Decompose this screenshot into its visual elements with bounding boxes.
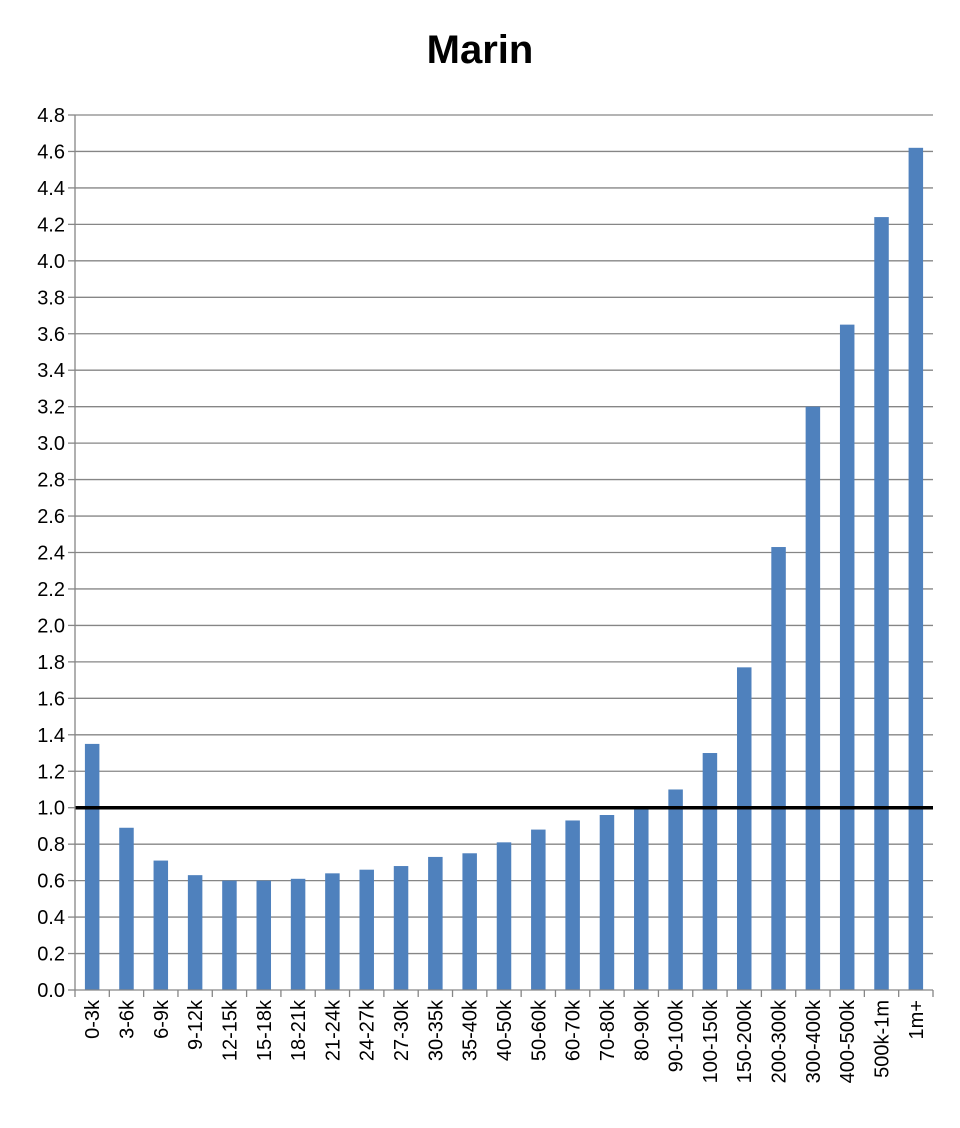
y-tick-label: 3.4 bbox=[37, 360, 65, 382]
bar-80-90k bbox=[634, 809, 649, 990]
bar-24-27k bbox=[359, 869, 374, 990]
bar-15-18k bbox=[256, 880, 272, 990]
bar-12-15k bbox=[222, 880, 237, 990]
x-tick-label: 35-40k bbox=[460, 999, 482, 1061]
x-tick-label: 100-150k bbox=[700, 999, 722, 1083]
bars bbox=[84, 147, 924, 991]
bar-60-70k bbox=[565, 820, 580, 990]
bar-3-6k bbox=[119, 827, 134, 990]
bar-21-24k bbox=[325, 873, 340, 990]
bar-100-150k bbox=[702, 753, 718, 990]
y-tick-label: 3.6 bbox=[37, 324, 65, 346]
y-tick-label: 1.4 bbox=[37, 725, 65, 747]
y-tick-labels: 0.0 0.2 0.4 0.6 0.8 1.0 1.2 1.4 1.6 1.8 2.0 2.2 2.4 2… bbox=[37, 105, 65, 1002]
y-tick-label: 0.6 bbox=[37, 871, 65, 893]
bar-1m+ bbox=[908, 147, 924, 990]
bar-50-60k bbox=[531, 829, 546, 990]
chart-title: Marin bbox=[426, 28, 534, 72]
y-tick-label: 1.0 bbox=[37, 798, 65, 820]
y-tick-label: 1.2 bbox=[37, 761, 65, 783]
bar-150-200k bbox=[736, 667, 752, 990]
y-tick-label: 4.2 bbox=[37, 214, 65, 236]
x-tick-label: 90-100k bbox=[666, 999, 688, 1072]
y-tick-label: 2.2 bbox=[37, 579, 65, 601]
x-tick-label: 21-24k bbox=[322, 999, 344, 1061]
y-tick-label: 4.8 bbox=[37, 105, 65, 127]
x-tick-label: 300-400k bbox=[803, 999, 825, 1083]
bar-300-400k bbox=[805, 406, 821, 991]
gridlines bbox=[75, 114, 933, 955]
y-tick-label: 2.0 bbox=[37, 615, 65, 637]
x-tick-label: 60-70k bbox=[563, 999, 585, 1061]
y-tick-label: 0.2 bbox=[37, 944, 65, 966]
bar-27-30k bbox=[393, 866, 409, 990]
x-tick-label: 150-200k bbox=[734, 999, 756, 1083]
bar-70-80k bbox=[599, 815, 615, 990]
y-tick-label: 3.8 bbox=[37, 287, 65, 309]
x-tick-label: 15-18k bbox=[254, 999, 276, 1061]
y-tick-label: 2.8 bbox=[37, 470, 65, 492]
x-tick-label: 500k-1m bbox=[872, 1000, 894, 1078]
bar-30-35k bbox=[428, 856, 443, 990]
x-tick-labels: 0-3k 3-6k 6-9k 9-12k 12-15k 15-18k 18-21k 21-24… bbox=[82, 999, 928, 1083]
x-tick-label: 18-21k bbox=[288, 999, 310, 1061]
y-tick-label: 0.0 bbox=[37, 980, 65, 1002]
bar-9-12k bbox=[187, 875, 203, 990]
x-tick-label: 9-12k bbox=[185, 999, 207, 1050]
bar-90-100k bbox=[668, 789, 683, 990]
y-tick-label: 3.2 bbox=[37, 397, 65, 419]
y-tick-label: 0.4 bbox=[37, 907, 65, 929]
x-tick-label: 24-27k bbox=[357, 999, 379, 1061]
y-tick-label: 1.8 bbox=[37, 652, 65, 674]
x-tick-label: 80-90k bbox=[631, 999, 653, 1061]
x-tick-label: 40-50k bbox=[494, 999, 516, 1061]
bar-0-3k bbox=[84, 743, 100, 990]
x-tick-label: 6-9k bbox=[151, 999, 173, 1039]
y-tick-label: 1.6 bbox=[37, 688, 65, 710]
y-tick-label: 3.0 bbox=[37, 433, 65, 455]
bar-200-300k bbox=[771, 547, 786, 990]
x-tick-label: 200-300k bbox=[769, 999, 791, 1083]
x-tick-label: 70-80k bbox=[597, 999, 619, 1061]
y-tick-label: 4.0 bbox=[37, 251, 65, 273]
bar-35-40k bbox=[462, 853, 477, 990]
x-tick-label: 30-35k bbox=[425, 999, 447, 1061]
x-tick-label: 12-15k bbox=[219, 999, 241, 1061]
bar-400-500k bbox=[839, 324, 855, 991]
bar-6-9k bbox=[153, 860, 169, 990]
y-tick-label: 4.6 bbox=[37, 141, 65, 163]
y-tick-label: 0.8 bbox=[37, 834, 65, 856]
y-tick-label: 2.6 bbox=[37, 506, 65, 528]
bar-500k-1m bbox=[874, 217, 889, 991]
x-tick-label: 50-60k bbox=[528, 999, 550, 1061]
x-tick-label: 27-30k bbox=[391, 999, 413, 1061]
x-tick-label: 3-6k bbox=[116, 999, 138, 1039]
x-tick-label: 0-3k bbox=[82, 999, 104, 1039]
bar-18-21k bbox=[290, 878, 306, 990]
bar-40-50k bbox=[496, 842, 512, 990]
y-tick-label: 2.4 bbox=[37, 543, 65, 565]
axes bbox=[68, 114, 934, 997]
y-tick-label: 4.4 bbox=[37, 178, 65, 200]
x-tick-label: 1m+ bbox=[906, 1000, 928, 1039]
x-tick-label: 400-500k bbox=[837, 999, 859, 1083]
